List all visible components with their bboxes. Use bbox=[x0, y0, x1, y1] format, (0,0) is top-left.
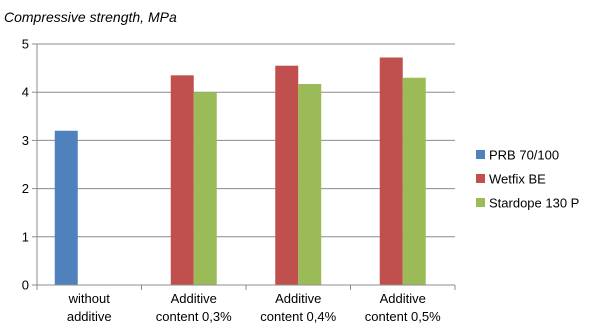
x-category-label: Additive bbox=[171, 291, 217, 306]
x-category-label: content 0,3% bbox=[156, 309, 232, 324]
bar-stardope-130-p bbox=[298, 84, 322, 285]
y-tick-label: 4 bbox=[22, 85, 29, 100]
y-tick-label: 0 bbox=[22, 278, 29, 293]
y-axis: 0 1 2 3 4 5 bbox=[22, 37, 38, 293]
bar-wetfix-be bbox=[379, 57, 403, 285]
bar-stardope-130-p bbox=[193, 92, 217, 285]
y-tick-label: 5 bbox=[22, 37, 29, 52]
legend-swatch bbox=[476, 174, 485, 183]
legend-swatch bbox=[476, 150, 485, 159]
x-axis: without additive Additive content 0,3% Addit… bbox=[36, 284, 456, 324]
y-tick-label: 3 bbox=[22, 133, 29, 148]
x-category-label: content 0,4% bbox=[260, 309, 336, 324]
legend-label: Stardope 130 P bbox=[489, 196, 579, 211]
legend: PRB 70/100 Wetfix BE Stardope 130 P bbox=[476, 148, 579, 211]
x-category-label: Additive bbox=[380, 291, 426, 306]
y-tick-label: 2 bbox=[22, 181, 29, 196]
legend-label: PRB 70/100 bbox=[489, 148, 559, 163]
bar-wetfix-be bbox=[170, 75, 194, 285]
x-category-label: Additive bbox=[275, 291, 321, 306]
x-category-label: content 0,5% bbox=[365, 309, 441, 324]
bars bbox=[54, 57, 426, 286]
bar-prb-70-100 bbox=[54, 130, 78, 285]
y-tick-label: 1 bbox=[22, 229, 29, 244]
legend-label: Wetfix BE bbox=[489, 172, 546, 187]
bar-wetfix-be bbox=[275, 65, 299, 285]
x-category-label: without bbox=[68, 291, 111, 306]
x-category-label: additive bbox=[67, 309, 112, 324]
chart-title: Compressive strength, MPa bbox=[4, 9, 177, 25]
bar-stardope-130-p bbox=[402, 77, 426, 286]
legend-swatch bbox=[476, 198, 485, 207]
